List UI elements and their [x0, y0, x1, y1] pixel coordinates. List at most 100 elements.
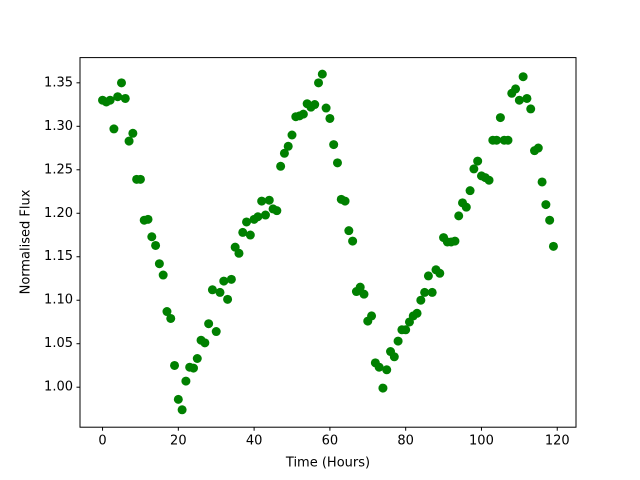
x-tick-label: 20: [170, 434, 187, 449]
data-point: [279, 148, 289, 158]
data-point: [276, 161, 286, 171]
data-point: [162, 307, 172, 317]
data-point: [541, 200, 551, 210]
y-tick-label: 1.05: [44, 336, 73, 351]
data-point: [147, 232, 157, 242]
data-point: [177, 405, 187, 415]
data-point: [526, 104, 536, 114]
data-point: [492, 135, 502, 145]
data-point: [518, 72, 528, 82]
x-tick-label: 80: [397, 434, 414, 449]
data-point: [321, 103, 331, 113]
data-point: [257, 196, 267, 206]
data-point: [469, 164, 479, 174]
data-point: [329, 140, 339, 150]
data-point: [188, 363, 198, 373]
data-point: [116, 78, 126, 88]
data-point: [423, 271, 433, 281]
y-tick-label: 1.15: [44, 249, 73, 264]
data-point: [325, 113, 335, 123]
data-point: [200, 338, 210, 348]
data-point: [143, 214, 153, 224]
data-point: [173, 394, 183, 404]
data-point: [340, 196, 350, 206]
y-tick-label: 1.10: [44, 293, 73, 308]
data-point: [461, 202, 471, 212]
data-point: [113, 92, 123, 102]
data-point: [359, 289, 369, 299]
y-tick-label: 1.20: [44, 206, 73, 221]
plot-frame: [79, 57, 577, 428]
data-point: [495, 113, 505, 123]
data-point: [548, 241, 558, 251]
data-point: [238, 227, 248, 237]
data-point: [427, 287, 437, 297]
data-point: [166, 313, 176, 323]
data-point: [454, 211, 464, 221]
data-point: [382, 365, 392, 375]
y-tick-label: 1.00: [44, 380, 73, 395]
data-point: [473, 156, 483, 166]
data-point: [151, 240, 161, 250]
data-point: [314, 78, 324, 88]
data-point: [420, 287, 430, 297]
data-point: [435, 268, 445, 278]
data-point: [393, 336, 403, 346]
data-point: [367, 311, 377, 321]
data-point: [412, 308, 422, 318]
data-point: [154, 259, 164, 269]
data-point: [124, 136, 134, 146]
data-point: [522, 93, 532, 103]
data-point: [192, 353, 202, 363]
data-point: [533, 143, 543, 153]
data-point: [401, 325, 411, 335]
y-tick-label: 1.30: [44, 119, 73, 134]
data-point: [264, 195, 274, 205]
data-point: [245, 230, 255, 240]
y-tick-label: 1.35: [44, 75, 73, 90]
data-point: [158, 270, 168, 280]
data-point: [298, 109, 308, 119]
data-point: [260, 210, 270, 220]
y-axis-label: Normalised Flux: [19, 189, 34, 294]
data-point: [253, 212, 263, 222]
data-point: [128, 128, 138, 138]
data-point: [389, 352, 399, 362]
data-point: [219, 276, 229, 286]
data-point: [310, 100, 320, 110]
data-point: [181, 376, 191, 386]
data-point: [207, 285, 217, 295]
data-point: [317, 69, 327, 79]
data-point: [211, 327, 221, 337]
data-point: [215, 287, 225, 297]
data-point: [234, 248, 244, 258]
data-point: [348, 236, 358, 246]
data-point: [503, 135, 513, 145]
data-point: [450, 236, 460, 246]
data-point: [514, 95, 524, 105]
data-point: [109, 124, 119, 134]
y-tick-label: 1.25: [44, 162, 73, 177]
x-tick-label: 60: [322, 434, 339, 449]
data-point: [416, 295, 426, 305]
data-point: [378, 383, 388, 393]
data-point: [226, 274, 236, 284]
data-point: [135, 174, 145, 184]
data-point: [484, 175, 494, 185]
data-point: [537, 177, 547, 187]
data-point: [332, 158, 342, 168]
data-point: [511, 84, 521, 94]
data-point: [242, 217, 252, 227]
x-tick-label: 0: [98, 434, 106, 449]
data-point: [344, 226, 354, 236]
data-point: [355, 282, 365, 292]
x-tick-label: 120: [545, 434, 570, 449]
data-point: [283, 141, 293, 151]
data-point: [223, 294, 233, 304]
x-tick-label: 100: [469, 434, 494, 449]
data-point: [204, 319, 214, 329]
data-point: [545, 215, 555, 225]
data-point: [272, 206, 282, 216]
